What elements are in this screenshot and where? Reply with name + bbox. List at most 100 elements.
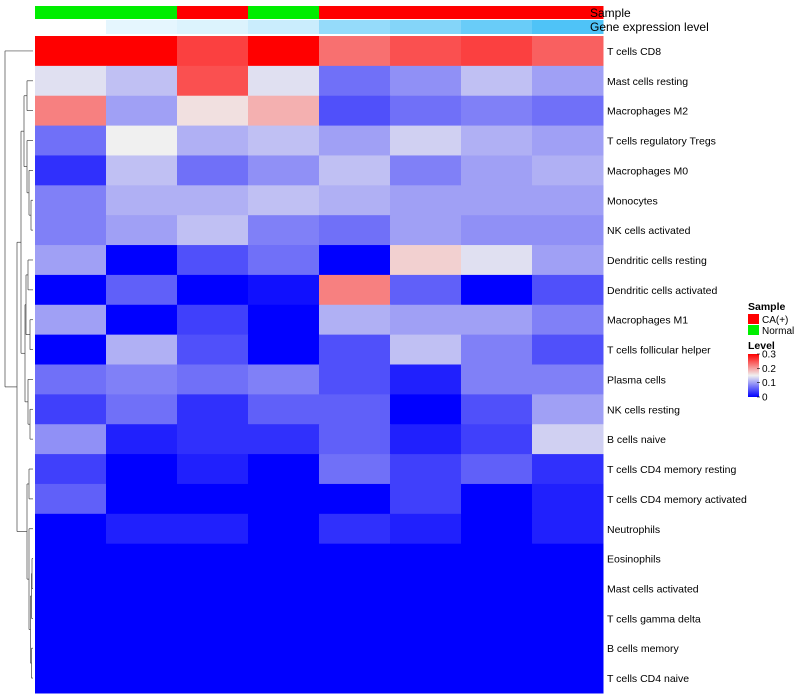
- heatmap-cell: [319, 215, 391, 246]
- heatmap-cell: [248, 334, 320, 365]
- heatmap-cell: [177, 603, 249, 634]
- heatmap-cell: [390, 65, 462, 97]
- heatmap-cell: [177, 483, 249, 515]
- heatmap-cell: [177, 663, 249, 694]
- heatmap-cell: [35, 125, 107, 156]
- heatmap-cell: [248, 513, 320, 545]
- heatmap-cell: [532, 245, 604, 276]
- gene-expression-annotation-cell: [390, 20, 462, 34]
- heatmap-cell: [177, 155, 249, 186]
- heatmap-cell: [106, 483, 178, 515]
- heatmap-cell: [461, 513, 533, 545]
- heatmap-cell: [390, 603, 462, 634]
- heatmap-cell: [532, 543, 604, 575]
- row-label: NK cells activated: [607, 225, 691, 237]
- heatmap-cell: [248, 573, 320, 604]
- heatmap-cell: [35, 663, 107, 694]
- heatmap-cell: [319, 663, 391, 694]
- heatmap-cell: [461, 185, 533, 216]
- legend: Sample CA(+) Normal Level 0.3 0.2 0.1 0: [748, 301, 794, 404]
- row-label: Monocytes: [607, 195, 658, 207]
- heatmap-cell: [319, 573, 391, 604]
- row-label: Mast cells resting: [607, 76, 688, 88]
- row-label: Eosinophils: [607, 554, 661, 566]
- gene-expression-annotation-cell: [248, 20, 320, 34]
- heatmap-cell: [106, 65, 178, 97]
- heatmap-cell: [106, 513, 178, 545]
- heatmap-cell: [532, 603, 604, 634]
- heatmap-cell: [319, 155, 391, 186]
- heatmap-cell: [319, 95, 391, 127]
- heatmap-cell: [35, 543, 107, 575]
- heatmap-cell: [390, 424, 462, 455]
- heatmap-cell: [319, 185, 391, 216]
- heatmap-cell: [390, 304, 462, 336]
- heatmap-cell: [461, 633, 533, 664]
- heatmap-cell: [177, 573, 249, 604]
- heatmap-cell: [35, 483, 107, 515]
- heatmap-cell: [532, 573, 604, 604]
- heatmap-cell: [461, 364, 533, 395]
- level-tick-label: 0.2: [762, 364, 776, 375]
- level-ticks: 0.3 0.2 0.1 0: [757, 350, 776, 404]
- heatmap-cell: [461, 274, 533, 306]
- heatmap-cell: [35, 245, 107, 276]
- heatmap-cell: [177, 304, 249, 336]
- heatmap-cell: [177, 454, 249, 485]
- row-label: Dendritic cells resting: [607, 255, 707, 267]
- heatmap-cell: [248, 633, 320, 664]
- legend-label-ca: CA(+): [762, 315, 788, 326]
- heatmap-cell: [461, 245, 533, 276]
- sample-annotation-cell: [390, 6, 462, 19]
- heatmap-cell: [106, 364, 178, 395]
- heatmap-cell: [319, 633, 391, 664]
- heatmap-cell: [177, 185, 249, 216]
- heatmap-cell: [390, 364, 462, 395]
- heatmap-cell: [248, 95, 320, 127]
- heatmap-cell: [319, 513, 391, 545]
- heatmap-cell: [319, 394, 391, 425]
- heatmap-cell: [461, 394, 533, 425]
- heatmap-cell: [106, 215, 178, 246]
- heatmap-cell: [248, 215, 320, 246]
- heatmap-cell: [390, 573, 462, 604]
- heatmap-cell: [532, 274, 604, 306]
- row-label: Macrophages M1: [607, 315, 688, 327]
- heatmap-cell: [106, 424, 178, 455]
- heatmap-cell: [390, 95, 462, 127]
- heatmap-cell: [35, 95, 107, 127]
- heatmap-cell: [177, 334, 249, 365]
- heatmap-cell: [106, 454, 178, 485]
- heatmap-cell: [106, 603, 178, 634]
- heatmap-cell: [177, 125, 249, 156]
- heatmap-cell: [461, 125, 533, 156]
- sample-annotation-cell: [461, 6, 533, 19]
- legend-swatch-normal: [748, 325, 759, 335]
- heatmap-cell: [319, 603, 391, 634]
- heatmap-cell: [35, 424, 107, 455]
- heatmap-cell: [532, 185, 604, 216]
- heatmap-cell: [532, 513, 604, 545]
- heatmap-cell: [461, 334, 533, 365]
- heatmap-cell: [35, 603, 107, 634]
- row-label: T cells CD4 memory activated: [607, 494, 747, 506]
- heatmap-cell: [106, 663, 178, 694]
- heatmap-cell: [461, 663, 533, 694]
- heatmap-cell: [106, 334, 178, 365]
- heatmap-cell: [35, 454, 107, 485]
- gene-expression-annotation-cell: [177, 20, 249, 34]
- heatmap-cell: [177, 215, 249, 246]
- heatmap-cell: [248, 245, 320, 276]
- row-label: B cells memory: [607, 643, 680, 655]
- heatmap-cell: [177, 424, 249, 455]
- gene-expression-annotation-cell: [319, 20, 391, 34]
- heatmap-cell: [35, 364, 107, 395]
- gene-expression-annotation-cell: [35, 20, 107, 34]
- heatmap-cell: [390, 36, 462, 67]
- heatmap-cell: [35, 573, 107, 604]
- heatmap-cell: [106, 274, 178, 306]
- heatmap-cell: [390, 334, 462, 365]
- heatmap-cell: [248, 454, 320, 485]
- heatmap-cell: [390, 513, 462, 545]
- heatmap-cell: [35, 334, 107, 365]
